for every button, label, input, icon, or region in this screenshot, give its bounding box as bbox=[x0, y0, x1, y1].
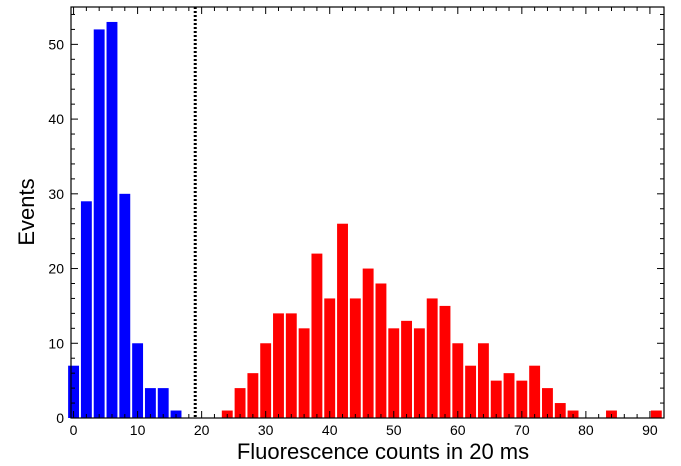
bar-series1-x8 bbox=[119, 193, 131, 418]
bar-series2-x56 bbox=[426, 298, 438, 418]
bar-series1-x10 bbox=[132, 343, 144, 418]
bar-series2-x70 bbox=[516, 380, 528, 418]
x-tick-label: 90 bbox=[642, 422, 658, 438]
x-tick-label: 20 bbox=[194, 422, 210, 438]
bar-series2-x28 bbox=[247, 373, 259, 418]
bar-series2-x52 bbox=[401, 320, 413, 418]
bar-series2-x68 bbox=[503, 373, 515, 418]
bar-series2-x40 bbox=[324, 298, 336, 418]
y-tick-label: 40 bbox=[48, 111, 64, 127]
bar-series1-x2 bbox=[80, 201, 92, 418]
bar-series2-x26 bbox=[234, 388, 246, 418]
bar-series2-x34 bbox=[285, 313, 297, 418]
bar-series2-x64 bbox=[477, 343, 489, 418]
bar-series2-x30 bbox=[260, 343, 272, 418]
bar-series2-x62 bbox=[465, 365, 477, 418]
x-tick-label: 70 bbox=[514, 422, 530, 438]
bar-series2-x72 bbox=[529, 365, 541, 418]
bar-series2-x91 bbox=[650, 410, 662, 418]
bar-series2-x48 bbox=[375, 283, 387, 418]
bar-series2-x36 bbox=[298, 328, 310, 418]
y-tick-label: 50 bbox=[48, 36, 64, 52]
x-tick-label: 60 bbox=[450, 422, 466, 438]
bar-series2-x46 bbox=[362, 268, 374, 418]
y-axis-label: Events bbox=[14, 178, 39, 245]
bar-series2-x66 bbox=[490, 380, 502, 418]
bar-series2-x74 bbox=[542, 388, 553, 418]
bar-series2-x76 bbox=[554, 403, 566, 418]
y-tick-label: 10 bbox=[48, 335, 64, 351]
bar-series2-x60 bbox=[452, 343, 464, 418]
bar-series2-x50 bbox=[388, 328, 400, 418]
bar-series1-x4 bbox=[93, 29, 105, 418]
bar-series1-x12 bbox=[144, 388, 156, 418]
bar-series2-x38 bbox=[311, 253, 323, 418]
bar-series2-x32 bbox=[273, 313, 284, 418]
x-tick-label: 0 bbox=[70, 422, 78, 438]
x-axis-label: Fluorescence counts in 20 ms bbox=[237, 439, 529, 464]
bar-series1-x6 bbox=[106, 21, 118, 418]
y-tick-label: 0 bbox=[56, 410, 64, 426]
bar-series1-x14 bbox=[157, 388, 169, 418]
plot-frame bbox=[70, 6, 665, 419]
bar-series2-x58 bbox=[439, 305, 451, 418]
bars-layer bbox=[68, 21, 662, 418]
bar-series2-x54 bbox=[413, 328, 425, 418]
y-tick-label: 30 bbox=[48, 186, 64, 202]
y-tick-label: 20 bbox=[48, 261, 64, 277]
bar-series2-x44 bbox=[349, 298, 361, 418]
bar-series2-x42 bbox=[337, 223, 348, 418]
x-tick-label: 30 bbox=[258, 422, 274, 438]
x-tick-label: 80 bbox=[578, 422, 594, 438]
axis-ticks: 0 10 20 30 40 50 60 70 80 90 0 10 20 30 40 50 bbox=[48, 7, 664, 438]
x-tick-label: 10 bbox=[130, 422, 146, 438]
bar-series1-x0 bbox=[68, 365, 80, 418]
x-tick-label: 50 bbox=[386, 422, 402, 438]
x-tick-label: 40 bbox=[322, 422, 338, 438]
